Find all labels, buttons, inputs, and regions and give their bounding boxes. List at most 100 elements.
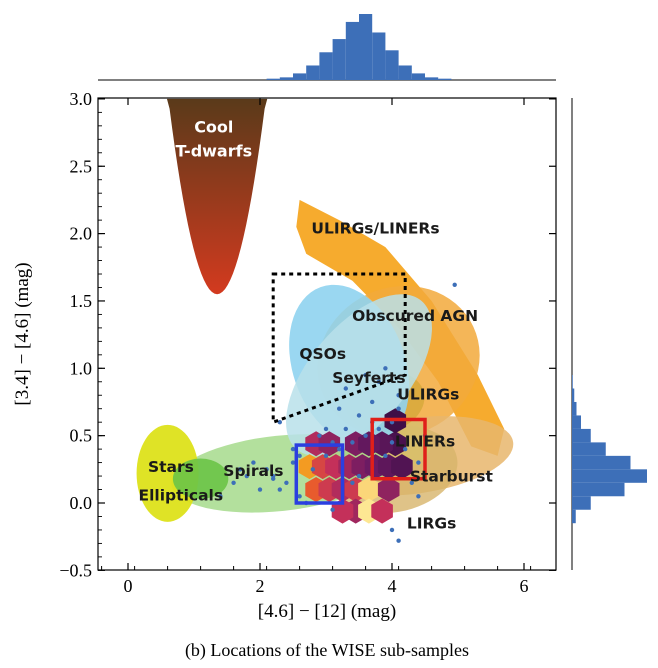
plot-frame — [97, 97, 557, 571]
hexbin-density — [298, 408, 413, 524]
region-label-qsos: QSOs — [299, 345, 346, 363]
top-hist-bar — [319, 52, 333, 80]
scatter-point — [409, 480, 414, 485]
selection-box-red — [370, 417, 427, 481]
region-label-cool-t-dwarfs: Cool T-dwarfs — [175, 118, 252, 161]
top-hist-bar — [411, 73, 425, 80]
region-label-line: Stars — [148, 458, 194, 476]
region-cool-t-dwarfs — [164, 98, 270, 295]
x-tick-label: 6 — [520, 576, 529, 596]
scatter-point — [356, 413, 362, 418]
hexbin-cell — [371, 498, 393, 524]
scatter-point — [264, 467, 269, 472]
scatter-point — [416, 460, 421, 465]
scatter-point — [244, 473, 249, 479]
hexbin-cell — [358, 477, 380, 502]
region-seyferts — [286, 294, 432, 456]
top-hist-bar — [385, 50, 399, 80]
scatter-point — [350, 440, 355, 445]
right-hist-bar — [572, 455, 631, 470]
right-marginal-histogram — [571, 98, 647, 570]
y-tick-label: 3.0 — [70, 89, 93, 109]
region-label-starburst: Starburst — [410, 467, 494, 485]
scatter-point — [363, 433, 368, 438]
scatter-point — [310, 467, 315, 472]
right-hist-bar — [572, 482, 625, 497]
hexbin-cell — [331, 498, 354, 524]
scatter-point — [452, 282, 457, 287]
selection-box-blue — [294, 443, 345, 505]
region-label-stars: Stars — [148, 458, 194, 476]
region-label-line: LIRGs — [407, 515, 457, 533]
scatter-point — [257, 487, 263, 492]
scatter-point — [396, 406, 401, 411]
region-label-line: LINERs — [395, 432, 455, 450]
hexbin-cell — [358, 431, 380, 457]
hexbin-cell — [377, 477, 400, 502]
scatter-point — [284, 480, 289, 485]
scatter-point — [271, 476, 276, 481]
scatter-point — [290, 446, 296, 452]
axis-ticks: 0 2 4 6 −0.5 0.0 0.5 1.0 1.5 2.0 2.5 3.0 — [59, 89, 556, 596]
right-hist-bar — [572, 509, 576, 524]
scatter-point — [350, 480, 355, 485]
top-hist-bar — [438, 78, 452, 80]
hexbin-cell — [391, 454, 413, 480]
region-label-ulirgs-liners: ULIRGs/LINERs — [311, 220, 439, 238]
scatter-point — [383, 453, 388, 459]
region-label-line: Spirals — [223, 462, 283, 480]
region-label-seyferts: Seyferts — [332, 369, 405, 387]
x-tick-label: 2 — [256, 576, 265, 596]
x-axis-label: [4.6] − [12] (mag) — [258, 601, 396, 622]
scatter-point — [297, 453, 302, 459]
y-tick-label: 2.0 — [70, 224, 93, 244]
region-label-line: QSOs — [299, 345, 346, 363]
y-tick-label: 2.5 — [70, 156, 93, 176]
scatter-point — [218, 494, 223, 499]
scatter-point — [389, 440, 395, 445]
scatter-point — [416, 494, 421, 499]
top-hist-bar — [359, 14, 373, 80]
top-hist-bar — [425, 77, 439, 80]
region-label-ellipticals: Ellipticals — [139, 486, 224, 504]
selection-boxes — [271, 272, 427, 505]
top-hist-bar — [293, 73, 307, 80]
scatter-point — [376, 426, 381, 432]
scatter-point — [337, 406, 342, 411]
y-tick-label: 1.0 — [70, 358, 93, 378]
right-hist-bar — [572, 415, 581, 429]
scatter-point — [370, 399, 375, 405]
region-label-ulirgs: ULIRGs — [397, 385, 459, 403]
scatter-point — [403, 446, 408, 452]
y-tick-label: 1.5 — [70, 291, 93, 311]
region-label-line: Seyferts — [332, 369, 405, 387]
y-tick-label: −0.5 — [59, 560, 92, 580]
right-hist-bar — [572, 428, 591, 443]
scatter-point — [356, 473, 362, 479]
scatter-point — [383, 366, 388, 371]
region-label-line: ULIRGs — [397, 385, 459, 403]
y-tick-label: 0.5 — [70, 426, 93, 446]
right-hist-bar — [572, 388, 575, 402]
scatter-point — [297, 494, 302, 499]
scatter-point — [323, 453, 329, 459]
x-tick-label: 0 — [124, 576, 133, 596]
scatter-point — [238, 467, 243, 472]
y-tick-label: 0.0 — [70, 493, 93, 513]
top-hist-bar — [279, 77, 293, 80]
scatter-point — [330, 507, 335, 512]
top-marginal-histogram — [98, 14, 556, 81]
region-label-obscured-agn: Obscured AGN — [352, 307, 478, 325]
scatter-point — [389, 527, 395, 533]
scatter-point — [343, 386, 348, 391]
region-label-line: Ellipticals — [139, 486, 224, 504]
region-label-line: Obscured AGN — [352, 307, 478, 325]
right-hist-bar — [572, 442, 606, 456]
region-stars — [136, 424, 199, 522]
scatter-point — [343, 426, 348, 432]
region-ellipticals — [172, 458, 229, 499]
region-label-line: ULIRGs/LINERs — [311, 220, 439, 238]
region-label-liners: LINERs — [395, 432, 455, 450]
selection-box-dashed — [271, 272, 407, 425]
